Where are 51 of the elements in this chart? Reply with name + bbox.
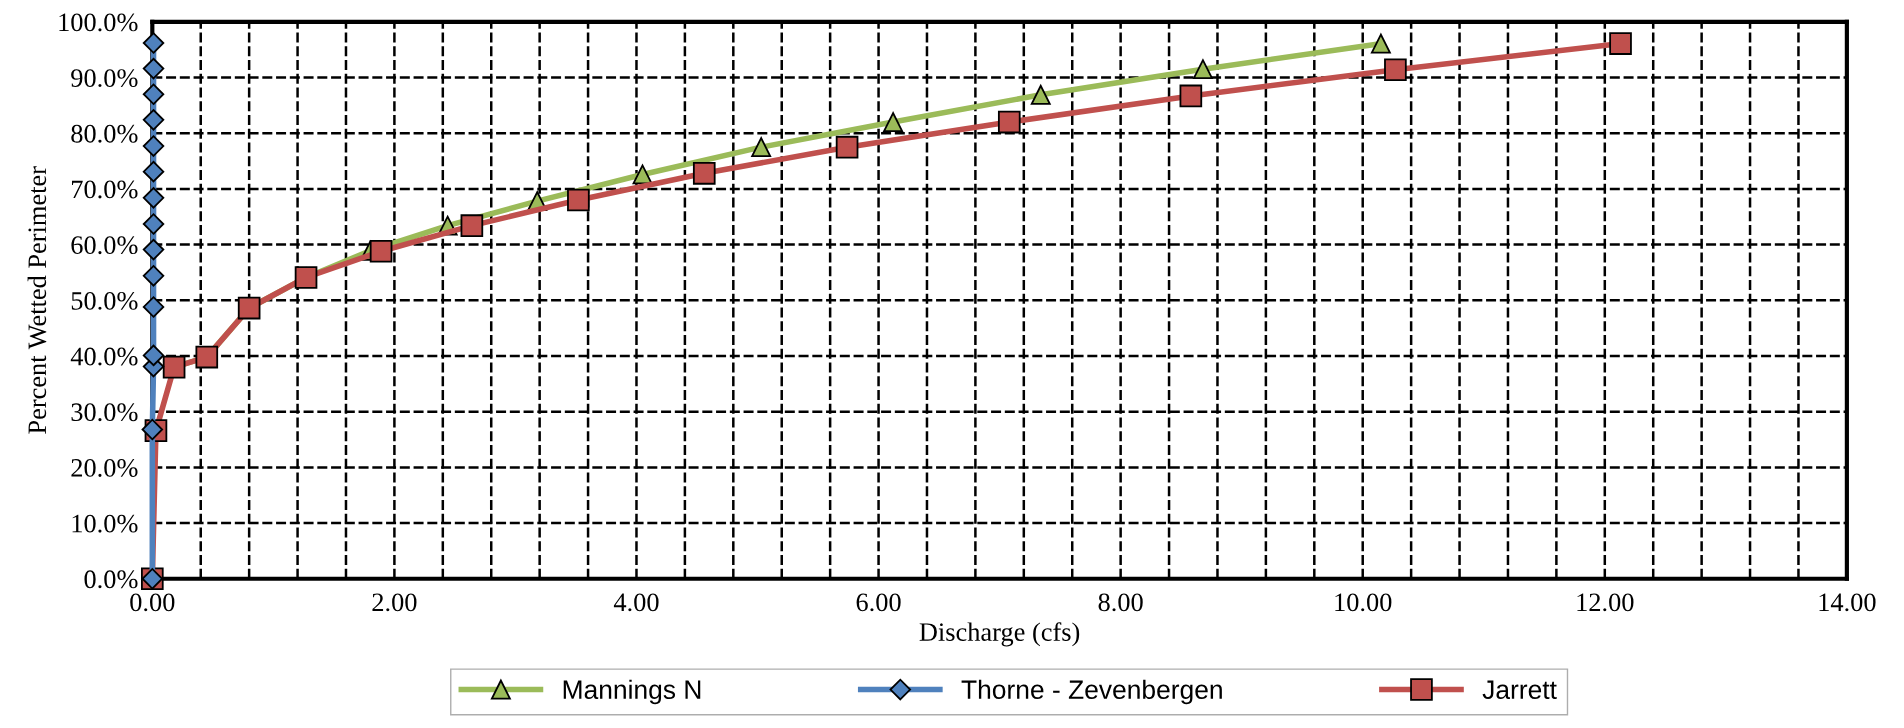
point <box>751 137 772 158</box>
point <box>142 135 165 157</box>
y-tick-label: 80.0% <box>71 124 138 143</box>
y-tick-label: 40.0% <box>70 347 138 366</box>
point <box>1384 58 1407 82</box>
y-tick-label: 30.0% <box>71 403 138 422</box>
legend-label: Mannings N <box>563 679 701 705</box>
x-tick-label: 4.00 <box>613 593 659 612</box>
point <box>142 213 165 235</box>
x-axis-title: Discharge (cfs) <box>919 622 1080 647</box>
y-tick-label: 60.0% <box>71 236 138 255</box>
point <box>142 160 165 183</box>
y-tick-label: 100.0% <box>59 13 138 32</box>
point <box>1370 33 1391 54</box>
point <box>1609 32 1632 55</box>
point <box>142 344 165 367</box>
point <box>460 214 484 237</box>
y-axis-title: Percent Wetted Perimeter <box>27 166 47 434</box>
point <box>142 265 165 287</box>
x-tick-label: 8.00 <box>1098 593 1143 612</box>
point <box>142 109 165 131</box>
legend-label: Thorne - Zevenbergen <box>961 679 1222 705</box>
point <box>1193 59 1213 80</box>
point <box>142 32 165 54</box>
point <box>997 110 1021 134</box>
y-tick-label: 50.0% <box>71 291 138 310</box>
x-tick-label: 6.00 <box>856 593 901 612</box>
point <box>1030 84 1051 105</box>
y-tick-label: 10.0% <box>72 514 138 533</box>
y-tick-label: 20.0% <box>71 458 138 477</box>
x-tick-label: 14.00 <box>1819 593 1876 612</box>
y-tick-label: 0.0% <box>84 570 138 589</box>
point <box>632 164 653 185</box>
point <box>142 83 165 105</box>
point <box>567 188 590 212</box>
x-tick-label: 0.00 <box>130 593 175 612</box>
point <box>142 57 165 80</box>
x-tick-label: 2.00 <box>372 593 417 612</box>
point <box>142 238 165 261</box>
point <box>883 112 904 133</box>
point <box>835 135 859 159</box>
y-tick-label: 70.0% <box>72 180 138 199</box>
point <box>692 162 716 185</box>
y-tick-label: 90.0% <box>71 69 138 88</box>
x-tick-label: 12.00 <box>1577 593 1634 612</box>
legend-label: Jarrett <box>1482 680 1557 700</box>
point <box>1179 84 1203 108</box>
x-tick-label: 10.00 <box>1335 593 1392 612</box>
point <box>369 239 393 263</box>
point <box>142 296 165 318</box>
point <box>142 187 165 209</box>
